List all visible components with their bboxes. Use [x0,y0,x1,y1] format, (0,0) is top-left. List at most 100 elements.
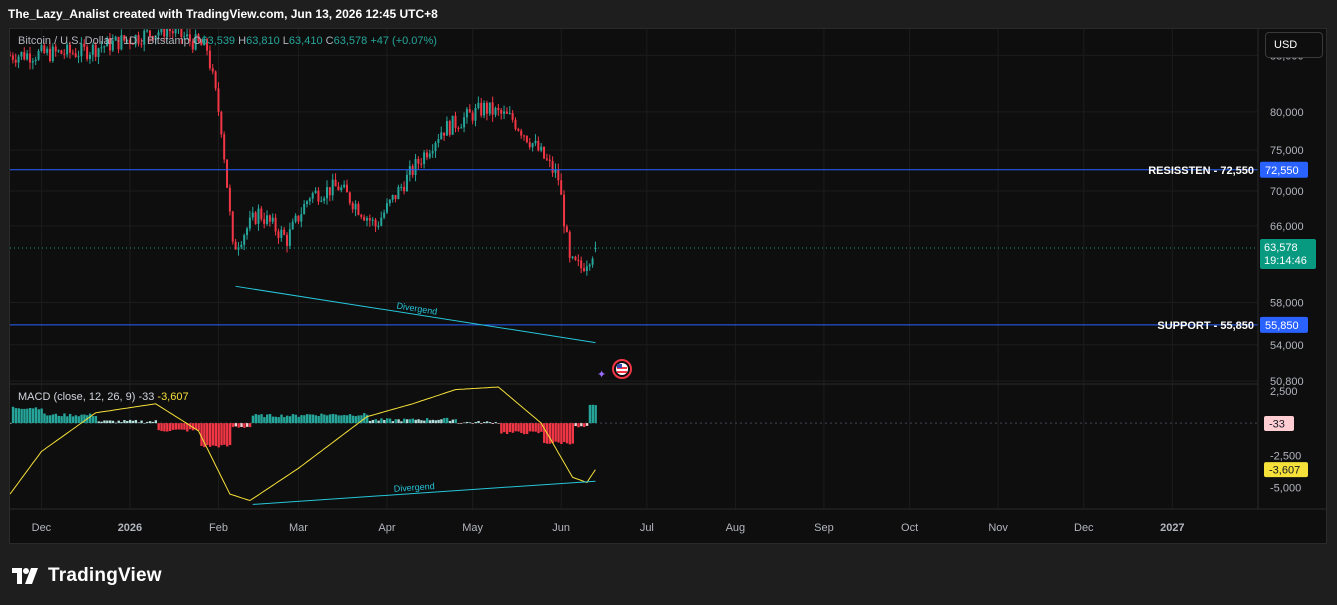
macd-legend[interactable]: MACD (close, 12, 26, 9) -33 -3,607 [18,391,189,403]
candle-body [137,35,140,44]
macd-histogram-bar [520,423,523,433]
candle-body [388,199,391,204]
macd-histogram-bar [580,423,583,427]
macd-divergence-line[interactable] [252,480,596,505]
macd-histogram-bar [374,419,377,424]
macd-histogram-bar [577,423,580,428]
currency-button[interactable]: USD [1265,32,1323,58]
macd-histogram-bar [585,423,589,426]
macd-histogram-bar [271,416,275,424]
macd-histogram-bar [403,418,406,424]
support-label: SUPPORT - 55,850 [1157,320,1254,332]
candle-body [254,212,257,224]
macd-histogram-bar [34,407,38,424]
macd-histogram-bar [48,415,52,424]
macd-histogram-bar [400,421,403,424]
macd-histogram-bar [71,416,75,424]
macd-histogram-bar [237,423,240,428]
macd-histogram-bar [445,417,449,424]
candle-body [246,228,249,236]
candle-body [488,102,491,114]
macd-histogram-bar [108,420,112,424]
time-tick-label: 2027 [1160,522,1184,534]
chart-canvas[interactable]: Divergend RESISSTEN - 72,550 SUPPORT - 5… [10,29,1326,543]
candle-body [63,53,66,55]
candle-body [517,128,520,131]
price-axis[interactable]: 88,00080,00075,00070,00066,00058,00054,0… [1270,50,1304,388]
candle-body [268,215,271,222]
sparkle-icon: ✦ [597,368,606,381]
candle-body [31,61,34,63]
candle-body [80,43,83,57]
macd-histogram-bar [317,415,320,424]
macd-histogram-bar [448,420,452,424]
macd-histogram-bar [563,423,566,443]
macd-histogram-bar [440,419,443,424]
candle-body [334,179,337,187]
candle-body [431,151,434,154]
candle-body [508,113,511,115]
candle-body [368,218,371,221]
symbol-legend[interactable]: Bitcoin / U.S. Dollar · 1D · Bitstamp O6… [18,35,437,47]
macd-histogram-bar [228,423,232,446]
header-bar: The_Lazy_Analist created with TradingVie… [0,0,1337,28]
macd-histogram-bar [194,423,198,430]
candle-body [397,186,400,200]
macd-histogram-bar [208,423,212,447]
macd-histogram-bar [308,414,312,424]
macd-histogram-bar [97,421,100,424]
candle-body [128,39,131,44]
candle-body [77,56,80,58]
candle-body [363,216,366,221]
candle-body [37,50,40,60]
candle-body [394,194,397,200]
candle-body [523,135,526,137]
macd-histogram-bar [80,414,83,424]
macd-histogram-bar [117,420,120,424]
macd-histogram-bar [143,422,146,424]
macd-histogram-bar [88,413,92,424]
candle-body [197,34,200,42]
macd-histogram-bar [200,423,203,446]
macd-histogram-bar [571,423,574,444]
macd-histogram-bar [131,420,135,424]
macd-histogram-bar [234,423,238,427]
macd-hist-value: -33 [138,391,155,403]
price-divergence-line[interactable] [235,285,596,344]
candle-body [537,140,540,151]
candle-body [10,55,11,57]
candle-body [377,225,380,227]
candle-body [66,44,69,55]
time-axis[interactable]: Dec 2026 Feb Mar Apr May Jun Jul Aug Sep Oct Nov Dec… [32,522,1185,534]
candle-body [351,203,354,210]
candle-body [194,34,197,50]
grid-lines [10,29,1258,509]
macd-histogram-bar [314,415,317,424]
macd-histogram-bar [28,407,32,424]
chart-frame [9,28,1327,544]
candle-body [280,229,283,238]
macd-histogram-bar [414,419,417,424]
macd-title: MACD (close, 12, 26, 9) [18,391,136,403]
macd-histogram-bar [111,420,115,424]
tradingview-logo[interactable]: TradingView [12,562,162,590]
macd-axis[interactable]: 2,500 -2,500 -5,000 [1270,386,1301,495]
macd-histogram-bar [163,423,166,432]
candle-body [554,169,557,173]
macd-histogram-bar [226,423,229,447]
candle-body [557,169,560,181]
price-tick-label: 75,000 [1270,145,1304,157]
event-marker-icon[interactable] [612,359,632,379]
macd-histogram-bar [311,414,315,424]
candle-body [303,203,306,215]
macd-histogram-bar [297,416,300,424]
candle-body [174,29,177,34]
candle-body [277,231,280,238]
tradingview-brand: TradingView [48,565,162,586]
candle-body [257,208,260,224]
macd-histogram-bar [477,421,480,424]
candle-body [545,158,548,160]
candle-body [360,214,363,217]
candle-body [46,48,49,53]
macd-histogram-bar [31,408,35,424]
